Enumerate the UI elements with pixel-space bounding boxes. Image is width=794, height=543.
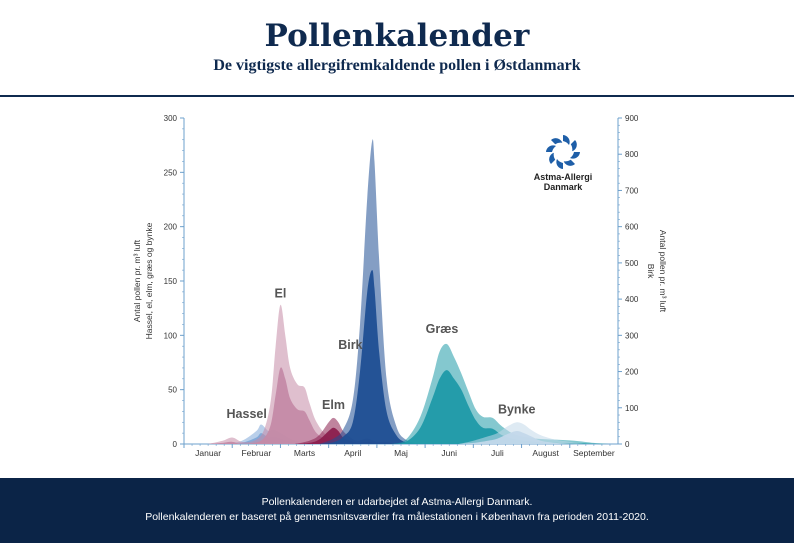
right-tick-label: 600 xyxy=(625,223,639,232)
header-divider xyxy=(0,95,794,97)
month-label: Marts xyxy=(294,448,315,458)
right-tick-label: 800 xyxy=(625,150,639,159)
series-label-hassel: Hassel xyxy=(227,407,267,421)
astma-allergi-logo: Astma-Allergi Danmark xyxy=(528,132,598,198)
month-label: April xyxy=(344,448,361,458)
right-tick-label: 200 xyxy=(625,368,639,377)
series-core-bynke xyxy=(458,430,585,445)
series-label-el: El xyxy=(275,286,287,300)
logo-line-1: Astma-Allergi xyxy=(533,172,593,182)
right-tick-label: 400 xyxy=(625,295,639,304)
right-tick-label: 0 xyxy=(625,440,630,449)
footer-line-1: Pollenkalenderen er udarbejdet af Astma-… xyxy=(261,496,533,508)
series-area-el xyxy=(208,304,344,444)
logo-mark-icon xyxy=(546,135,580,169)
left-tick-label: 300 xyxy=(164,114,178,123)
series-label-bynke: Bynke xyxy=(498,403,536,417)
month-label: Januar xyxy=(195,448,221,458)
left-tick-label: 250 xyxy=(164,168,178,177)
series-label-elm: Elm xyxy=(322,398,345,412)
logo-text: Astma-Allergi Danmark xyxy=(528,172,598,192)
footer: Pollenkalenderen er udarbejdet af Astma-… xyxy=(0,478,794,543)
series-area-elm xyxy=(294,417,397,444)
series-core-birk xyxy=(319,270,421,444)
right-tick-label: 500 xyxy=(625,259,639,268)
right-tick-label: 700 xyxy=(625,186,639,195)
page-subtitle: De vigtigste allergifremkaldende pollen … xyxy=(213,57,581,74)
left-tick-label: 150 xyxy=(164,277,178,286)
page-title: Pollenkalender xyxy=(264,18,530,54)
footer-line-2: Pollenkalenderen er baseret på gennemsni… xyxy=(145,511,649,523)
right-tick-label: 300 xyxy=(625,331,639,340)
month-label: Februar xyxy=(241,448,271,458)
series-core-elm xyxy=(294,427,397,444)
month-label: Juni xyxy=(441,448,457,458)
left-tick-label: 100 xyxy=(164,331,178,340)
left-tick-label: 50 xyxy=(168,386,177,395)
series-core-el xyxy=(208,367,344,445)
right-tick-label: 100 xyxy=(625,404,639,413)
logo-line-2: Danmark xyxy=(543,182,583,192)
month-label: September xyxy=(573,448,615,458)
month-label: Maj xyxy=(394,448,408,458)
left-axis-title-2: Hassel, el, elm, græs og bynke xyxy=(144,222,154,339)
left-tick-label: 0 xyxy=(173,440,178,449)
right-axis-title-1: Antal pollen pr. m³ luft xyxy=(658,230,668,313)
header: Pollenkalender De vigtigste allergifremk… xyxy=(0,0,794,96)
series-label-græs: Græs xyxy=(426,322,459,336)
month-label: Juli xyxy=(491,448,504,458)
right-axis-title-2: Birk xyxy=(646,264,656,279)
left-axis-title-1: Antal pollen pr. m³ luft xyxy=(132,239,142,322)
pollen-chart: 3002502001501005009008007006005004003002… xyxy=(132,114,668,458)
left-tick-label: 200 xyxy=(164,223,178,232)
month-label: August xyxy=(532,448,559,458)
series-label-birk: Birk xyxy=(338,338,362,352)
right-tick-label: 900 xyxy=(625,114,639,123)
series-core-græs xyxy=(391,370,609,445)
